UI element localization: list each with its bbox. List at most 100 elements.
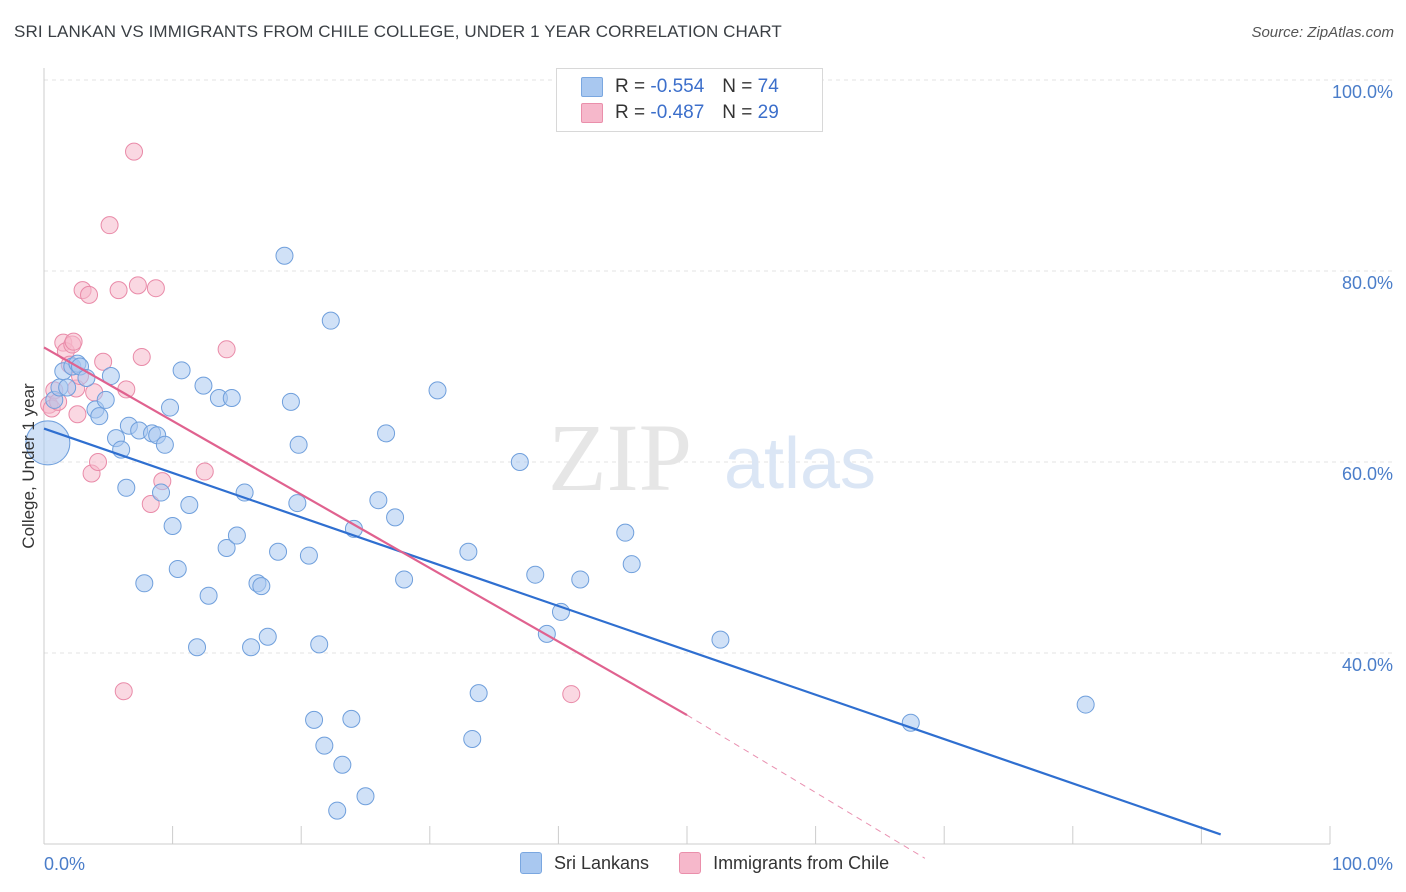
grid-lines [44, 79, 1392, 654]
data-point-sri-lankans [305, 710, 324, 729]
data-point-immigrants-from-chile [128, 276, 147, 295]
data-point-immigrants-from-chile [195, 462, 214, 481]
data-point-sri-lankans [299, 546, 318, 565]
data-point-immigrants-from-chile [562, 685, 581, 704]
data-point-sri-lankans [616, 523, 635, 542]
data-point-sri-lankans [227, 526, 246, 545]
data-point-sri-lankans [152, 483, 171, 502]
data-point-immigrants-from-chile [89, 453, 108, 471]
data-point-sri-lankans [510, 453, 529, 471]
data-point-immigrants-from-chile [80, 285, 99, 304]
data-point-immigrants-from-chile [217, 340, 236, 359]
data-point-sri-lankans [172, 361, 191, 380]
legend-n-label: N = [722, 102, 753, 123]
data-point-sri-lankans [321, 311, 340, 330]
x-tick-label: 0.0% [44, 854, 85, 874]
data-point-sri-lankans [117, 478, 136, 497]
legend-r-value: -0.554 [650, 76, 705, 97]
legend-r-label: R = [615, 76, 646, 97]
data-point-immigrants-from-chile [132, 347, 151, 366]
source-label: Source: ZipAtlas.com [1251, 24, 1394, 41]
data-point-immigrants-from-chile [125, 142, 144, 161]
y-axis-title: College, Under 1 year [19, 383, 38, 549]
data-point-immigrants-from-chile [109, 281, 128, 300]
data-point-sri-lankans [571, 570, 590, 589]
data-point-sri-lankans [342, 709, 361, 728]
data-point-sri-lankans [168, 559, 187, 578]
data-point-immigrants-from-chile [100, 216, 119, 235]
watermark-zip: ZIP [548, 404, 692, 511]
data-point-immigrants-from-chile [68, 405, 87, 424]
data-point-sri-lankans [526, 565, 545, 584]
y-tick-label: 80.0% [1342, 273, 1393, 293]
data-point-sri-lankans [328, 801, 347, 820]
legend-label-immigrants-from-chile: Immigrants from Chile [713, 852, 890, 873]
data-point-sri-lankans [386, 508, 405, 527]
data-point-sri-lankans [25, 420, 71, 466]
data-point-sri-lankans [155, 435, 174, 454]
data-point-sri-lankans [217, 538, 236, 557]
data-point-sri-lankans [199, 586, 218, 605]
legend-n-value: 29 [757, 102, 779, 123]
data-point-sri-lankans [289, 435, 308, 454]
data-point-sri-lankans [58, 378, 77, 397]
data-point-sri-lankans [269, 542, 288, 561]
legend-n-value: 74 [757, 76, 779, 97]
y-tick-label: 40.0% [1342, 655, 1393, 675]
data-point-sri-lankans [356, 787, 375, 806]
data-point-sri-lankans [242, 638, 261, 657]
legend-r-label: R = [615, 102, 646, 123]
data-point-sri-lankans [288, 494, 307, 513]
legend-item-immigrants-from-chile[interactable]: Immigrants from Chile [679, 852, 889, 874]
watermark-atlas: atlas [724, 424, 876, 504]
data-point-sri-lankans [711, 630, 730, 649]
y-tick-label: 100.0% [1332, 82, 1393, 102]
legend-n-label: N = [722, 76, 753, 97]
legend-r-value: -0.487 [650, 102, 705, 123]
y-tick-label: 60.0% [1342, 464, 1393, 484]
tick-labels: 40.0% 60.0% 80.0% 100.0% 0.0% 100.0% [44, 82, 1393, 874]
watermark: ZIP atlas [548, 404, 876, 511]
data-point-sri-lankans [428, 381, 447, 400]
legend-swatch-blue [581, 77, 603, 97]
data-point-immigrants-from-chile [94, 352, 113, 371]
data-point-immigrants-from-chile [64, 332, 83, 351]
data-point-sri-lankans [377, 424, 396, 443]
data-point-sri-lankans [163, 516, 182, 535]
data-point-sri-lankans [252, 577, 271, 596]
data-point-sri-lankans [180, 495, 199, 514]
data-point-sri-lankans [369, 491, 388, 510]
trend-line-extension-immigrants-from-chile [686, 714, 926, 859]
data-point-sri-lankans [333, 755, 352, 774]
legend-item-sri-lankans[interactable]: Sri Lankans [520, 852, 649, 874]
data-point-sri-lankans [222, 389, 241, 408]
legend-swatch-pink [581, 103, 603, 123]
data-point-sri-lankans [135, 574, 154, 593]
data-point-immigrants-from-chile [146, 279, 165, 298]
data-point-sri-lankans [310, 635, 329, 654]
series-legend: Sri Lankans Immigrants from Chile [520, 852, 919, 874]
legend-swatch-sri-lankans [520, 852, 542, 874]
legend-label-sri-lankans: Sri Lankans [554, 852, 650, 873]
chart-title: SRI LANKAN VS IMMIGRANTS FROM CHILE COLL… [14, 22, 782, 41]
data-point-sri-lankans [188, 638, 207, 657]
data-point-sri-lankans [469, 684, 488, 703]
data-point-sri-lankans [315, 736, 334, 755]
data-point-sri-lankans [281, 392, 300, 411]
data-point-sri-lankans [395, 570, 414, 589]
legend-row-sri-lankans: R = -0.554 N = 74 [581, 75, 779, 99]
legend-row-immigrants-from-chile: R = -0.487 N = 29 [581, 101, 779, 125]
data-point-sri-lankans [90, 407, 109, 426]
trend-line-sri-lankans [43, 427, 1222, 836]
data-point-sri-lankans [275, 246, 294, 265]
x-tick-label: 100.0% [1332, 854, 1393, 874]
data-point-sri-lankans [622, 555, 641, 574]
data-point-sri-lankans [161, 398, 180, 417]
data-point-immigrants-from-chile [114, 682, 133, 701]
data-point-sri-lankans [459, 542, 478, 561]
trend-lines [43, 346, 1222, 859]
legend-swatch-immigrants-from-chile [679, 852, 702, 874]
data-point-sri-lankans [463, 729, 482, 748]
data-point-sri-lankans [1076, 695, 1095, 714]
